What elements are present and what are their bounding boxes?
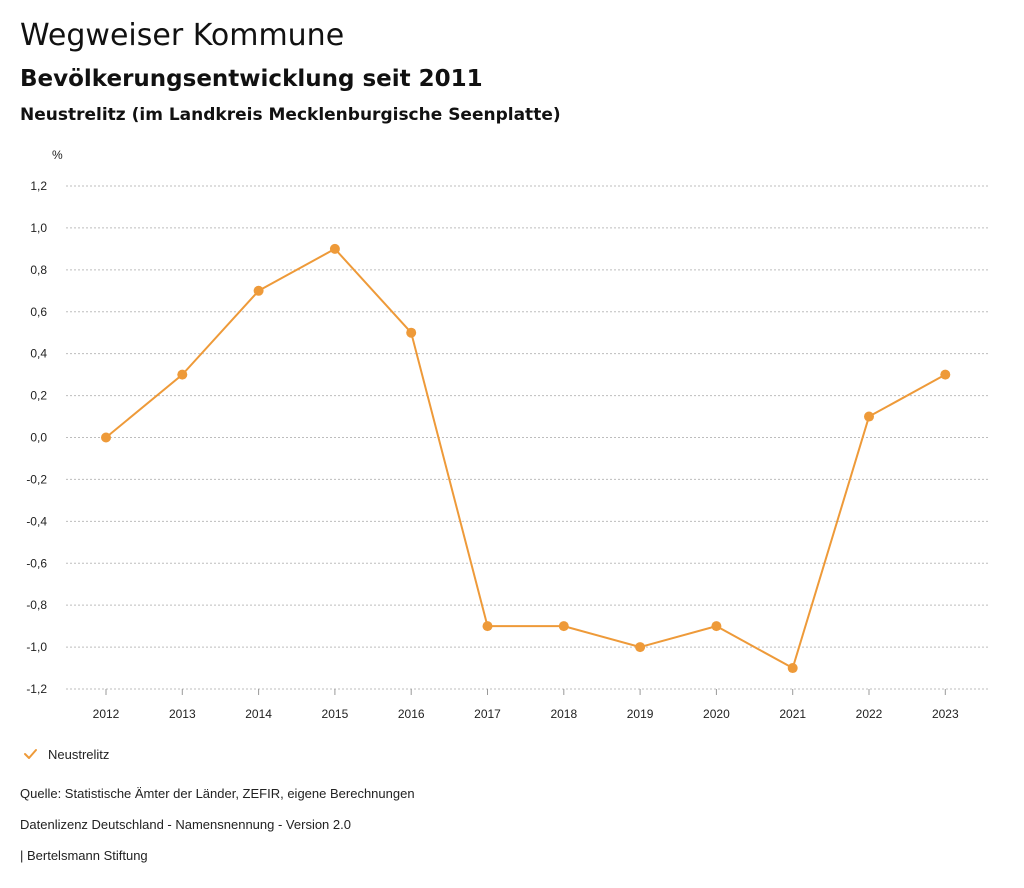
y-tick-label: 0,4 — [30, 347, 47, 361]
data-point[interactable] — [787, 663, 798, 674]
x-tick-label: 2014 — [245, 707, 272, 721]
x-tick-label: 2019 — [627, 707, 654, 721]
publisher-note: | Bertelsmann Stiftung — [20, 848, 148, 863]
y-tick-label: -0,2 — [26, 472, 47, 486]
x-tick-label: 2016 — [398, 707, 425, 721]
data-point[interactable] — [329, 243, 340, 254]
y-tick-label: -0,4 — [26, 514, 47, 528]
region-label: Neustrelitz (im Landkreis Mecklenburgisc… — [20, 105, 561, 125]
data-point[interactable] — [558, 621, 569, 632]
page-title: Wegweiser Kommune — [20, 18, 345, 53]
data-point[interactable] — [635, 642, 646, 653]
x-tick-label: 2015 — [322, 707, 349, 721]
legend-label: Neustrelitz — [48, 746, 110, 762]
x-tick-label: 2021 — [779, 707, 806, 721]
legend-item-neustrelitz[interactable]: Neustrelitz — [20, 744, 109, 764]
x-tick-label: 2017 — [474, 707, 501, 721]
checkmark-icon — [20, 744, 42, 764]
y-tick-label: 1,2 — [30, 179, 47, 193]
y-tick-label: -0,6 — [26, 556, 47, 570]
license-note: Datenlizenz Deutschland - Namensnennung … — [20, 817, 351, 832]
y-tick-label: 0,2 — [30, 389, 47, 403]
x-tick-label: 2013 — [169, 707, 196, 721]
x-tick-label: 2023 — [932, 707, 959, 721]
x-tick-label: 2012 — [93, 707, 120, 721]
x-tick-label: 2020 — [703, 707, 730, 721]
data-point[interactable] — [406, 327, 417, 338]
data-point[interactable] — [940, 369, 951, 380]
y-tick-label: -0,8 — [26, 598, 47, 612]
y-tick-label: 0,0 — [30, 431, 47, 445]
x-tick-label: 2022 — [856, 707, 883, 721]
line-chart: % 1,2 1,0 0,8 0,6 0,4 0,2 0,0 -0,2 -0,4 -0,6 -0,8 -1… — [26, 148, 990, 721]
source-note: Quelle: Statistische Ämter der Länder, Z… — [20, 786, 415, 801]
data-point[interactable] — [482, 621, 493, 632]
data-point[interactable] — [711, 621, 722, 632]
y-axis-unit-label: % — [52, 148, 63, 162]
y-tick-label: -1,2 — [26, 682, 47, 696]
series-line — [105, 247, 946, 670]
y-tick-label: 1,0 — [30, 221, 47, 235]
data-point[interactable] — [864, 411, 874, 422]
data-point[interactable] — [101, 432, 111, 443]
chart-subtitle: Bevölkerungsentwicklung seit 2011 — [20, 66, 483, 92]
data-point[interactable] — [177, 369, 188, 380]
data-point[interactable] — [253, 285, 264, 296]
x-tick-label: 2018 — [550, 707, 577, 721]
y-tick-label: 0,8 — [30, 263, 47, 277]
y-tick-label: -1,0 — [26, 640, 47, 654]
y-tick-label: 0,6 — [30, 305, 47, 319]
